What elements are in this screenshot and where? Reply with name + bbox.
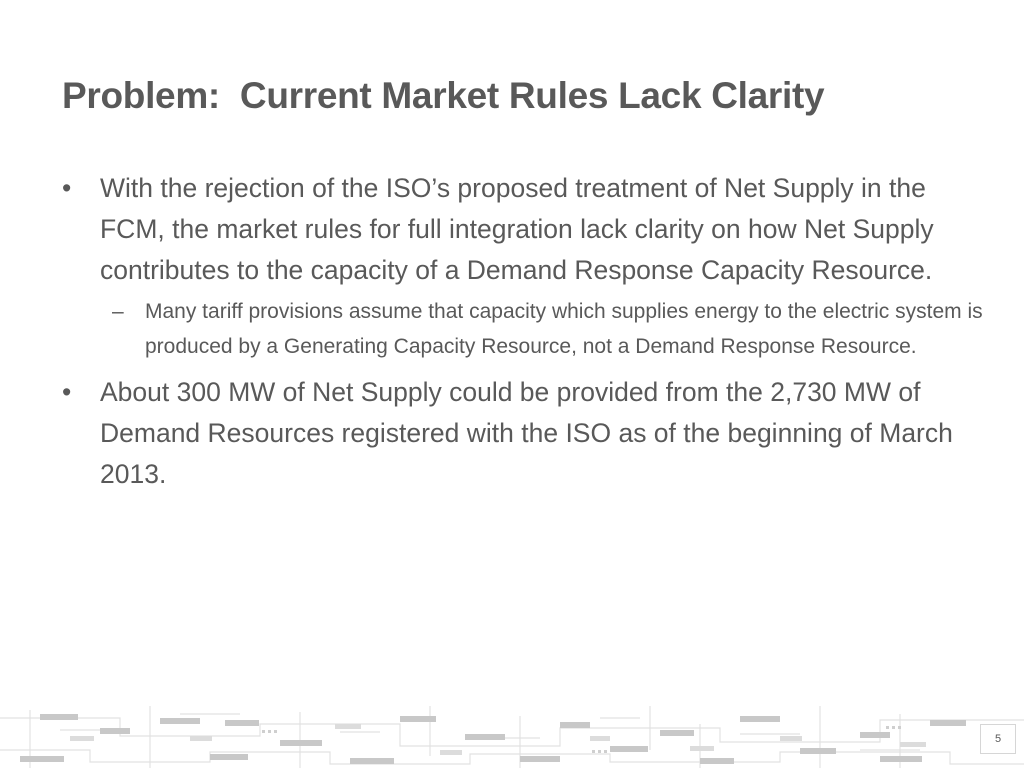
slide-body: • With the rejection of the ISO’s propos…	[62, 168, 992, 499]
circuit-footer-decoration	[0, 706, 1024, 768]
page-number: 5	[980, 724, 1016, 754]
slide-title: Problem: Current Market Rules Lack Clari…	[62, 75, 825, 116]
sub-bullet-item: – Many tariff provisions assume that cap…	[62, 295, 992, 364]
bullet-item: • With the rejection of the ISO’s propos…	[62, 168, 992, 291]
bullet-marker: •	[62, 173, 72, 203]
bullet-item: • About 300 MW of Net Supply could be pr…	[62, 372, 992, 495]
sub-bullet-marker: –	[112, 300, 124, 323]
sub-bullet-text: Many tariff provisions assume that capac…	[145, 300, 983, 358]
bullet-text: About 300 MW of Net Supply could be prov…	[100, 377, 953, 489]
bullet-text: With the rejection of the ISO’s proposed…	[100, 173, 934, 285]
bullet-marker: •	[62, 377, 72, 407]
